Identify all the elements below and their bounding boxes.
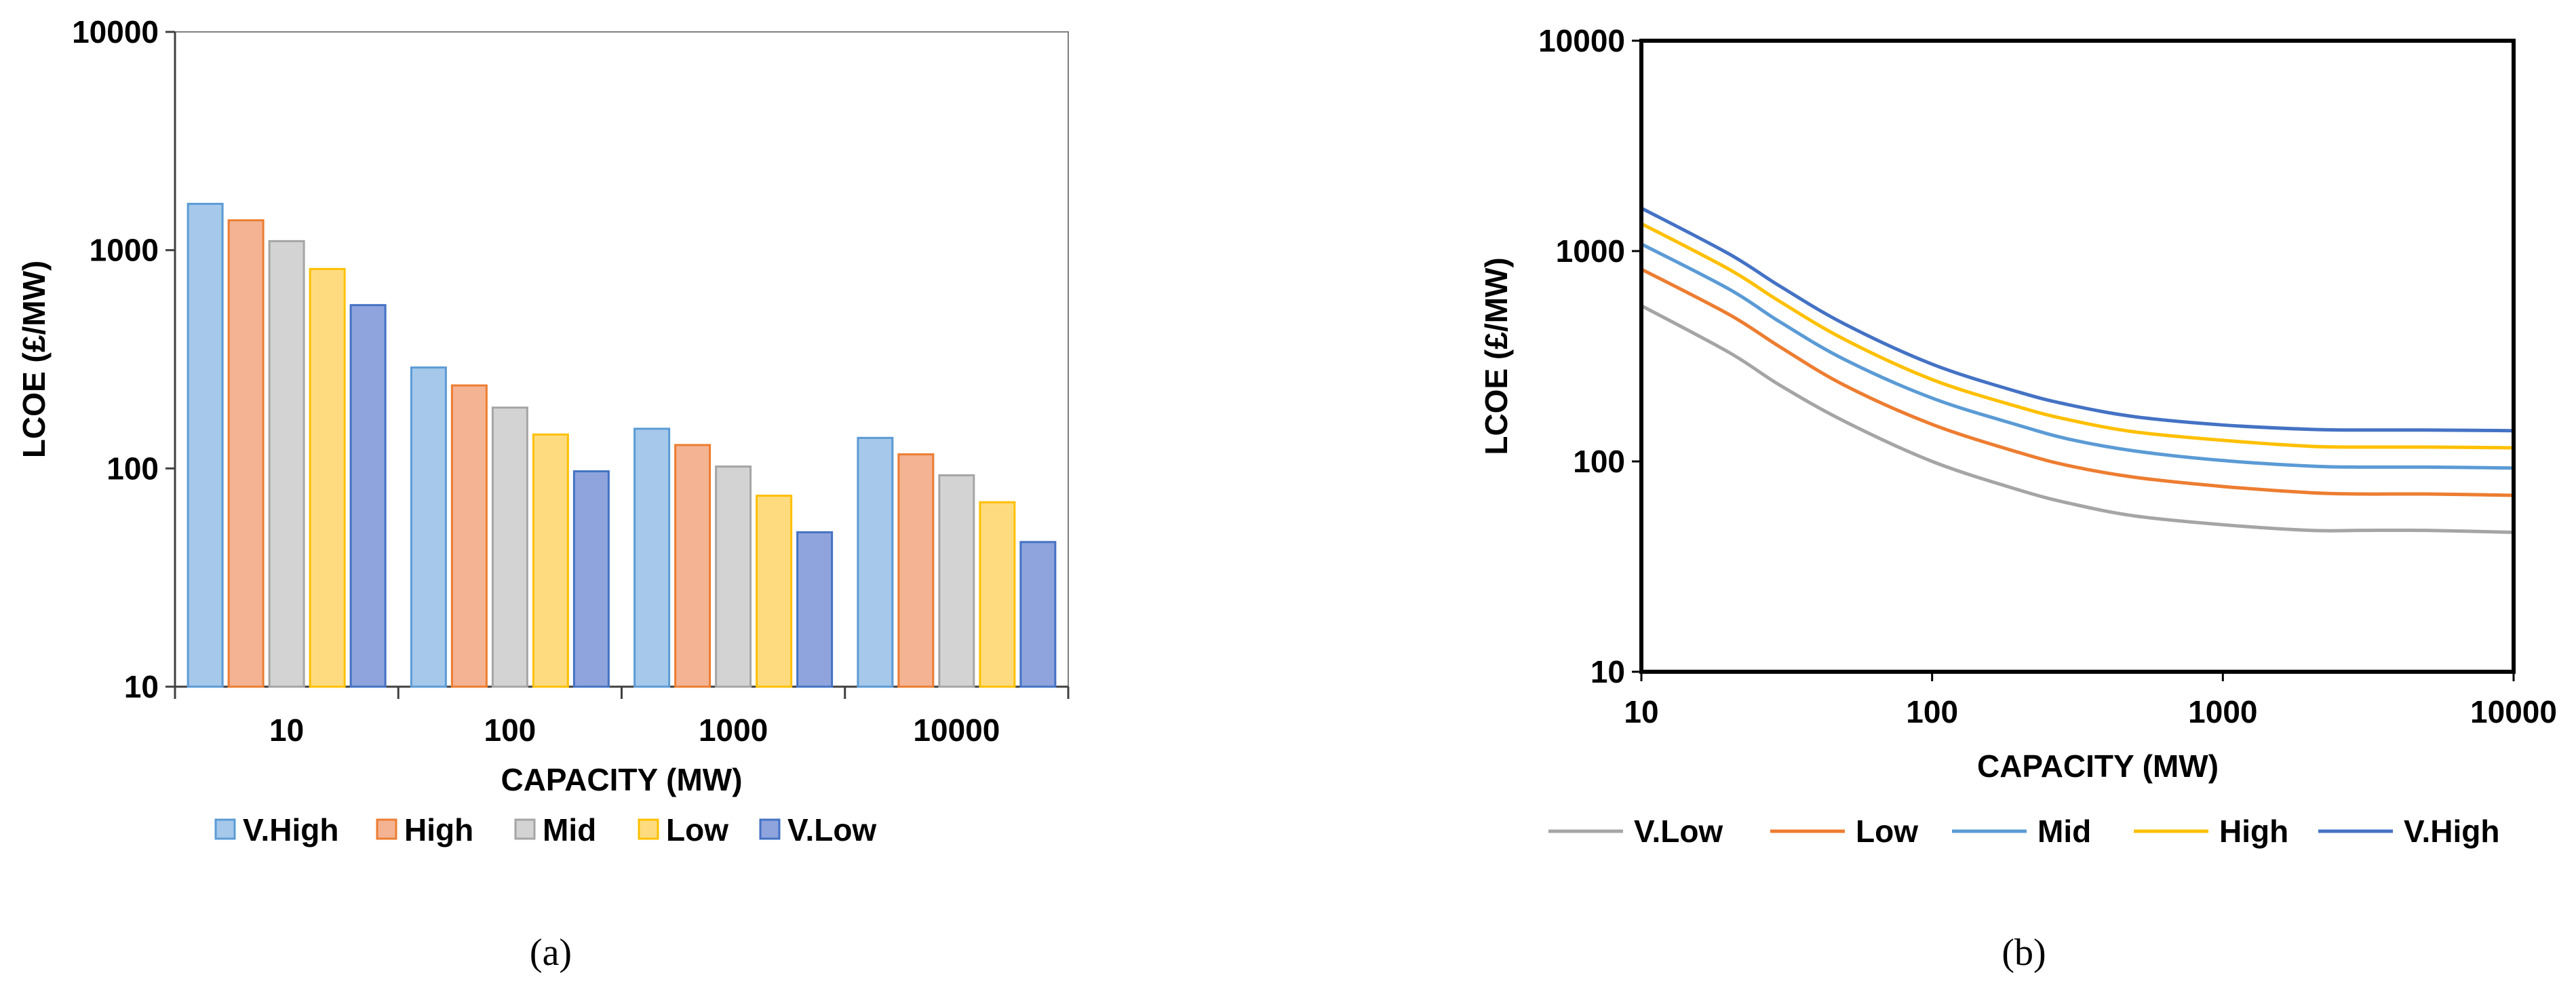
legend-label: Mid bbox=[543, 812, 596, 848]
bar bbox=[938, 474, 975, 688]
legend-label: Mid bbox=[2037, 814, 2091, 849]
legend-swatch bbox=[376, 818, 397, 840]
legend-item: Mid bbox=[514, 812, 596, 848]
bar bbox=[633, 427, 671, 688]
y-tick-label: 1000 bbox=[1556, 233, 1625, 269]
x-tick-label: 1000 bbox=[699, 712, 768, 748]
panel-caption: (b) bbox=[2002, 932, 2046, 974]
legend-label: Low bbox=[1856, 814, 1918, 849]
bar bbox=[756, 495, 793, 688]
legend-item: V.Low bbox=[1548, 814, 1723, 849]
plot-frame bbox=[1639, 39, 2516, 674]
bar bbox=[532, 433, 569, 688]
panel-caption: (a) bbox=[530, 932, 572, 974]
bar bbox=[227, 219, 265, 688]
legend-swatch bbox=[759, 818, 781, 840]
x-tick-label: 10 bbox=[1624, 694, 1658, 729]
legend-label: V.High bbox=[243, 812, 338, 848]
bar bbox=[349, 304, 387, 688]
bar bbox=[674, 444, 711, 688]
x-axis-label: CAPACITY (MW) bbox=[1977, 748, 2219, 784]
y-tick-label: 10 bbox=[1591, 654, 1625, 689]
series-line bbox=[1640, 267, 2514, 497]
series-line bbox=[1640, 222, 2514, 450]
x-tick-label: 10000 bbox=[2470, 694, 2557, 729]
x-tick-label: 10 bbox=[269, 712, 304, 748]
legend-item: V.High bbox=[2318, 814, 2499, 849]
y-tick-label: 100 bbox=[1573, 444, 1625, 479]
bar bbox=[796, 531, 834, 688]
legend-label: High bbox=[404, 812, 473, 848]
x-tick-label: 100 bbox=[484, 712, 536, 748]
plot-frame bbox=[174, 31, 1069, 687]
bar bbox=[715, 465, 752, 688]
bar bbox=[187, 202, 224, 688]
legend-swatch bbox=[214, 818, 236, 840]
bar bbox=[979, 501, 1016, 688]
legend-swatch bbox=[514, 818, 536, 840]
legend-label: Low bbox=[666, 812, 728, 848]
series-line bbox=[1640, 304, 2514, 535]
chart-b: 10 100 1000 10000 10 100 1000 10000 CAPACITY (MW… bbox=[1479, 23, 2557, 974]
series-line bbox=[1640, 242, 2514, 470]
legend-item: Low bbox=[1770, 814, 1918, 849]
y-tick-label: 10000 bbox=[1538, 23, 1625, 58]
x-tick-label: 1000 bbox=[2188, 694, 2257, 729]
legend: V.High High Mid Low V.Low bbox=[214, 812, 876, 848]
x-axis-label: CAPACITY (MW) bbox=[501, 762, 742, 797]
bar bbox=[450, 384, 488, 688]
legend-item: Low bbox=[638, 812, 728, 848]
y-axis-label: LCOE (£/MW) bbox=[16, 261, 52, 458]
y-tick-label: 1000 bbox=[90, 233, 159, 268]
x-tick-label: 100 bbox=[1906, 694, 1958, 729]
legend-label: V.Low bbox=[787, 812, 876, 848]
x-tick-label: 10000 bbox=[913, 712, 1000, 748]
bar bbox=[572, 470, 610, 688]
series-line bbox=[1640, 206, 2514, 433]
legend-item: V.High bbox=[214, 812, 338, 848]
bar bbox=[857, 436, 894, 688]
bar bbox=[309, 267, 346, 688]
bar bbox=[410, 366, 447, 688]
legend-item: High bbox=[2134, 814, 2288, 849]
bar bbox=[897, 453, 935, 688]
legend-item: High bbox=[376, 812, 473, 848]
legend-swatch bbox=[638, 818, 659, 840]
legend-item: V.Low bbox=[759, 812, 876, 848]
bar bbox=[268, 240, 305, 688]
legend-item: Mid bbox=[1952, 814, 2091, 849]
y-tick-label: 10 bbox=[124, 669, 159, 704]
legend-label: V.Low bbox=[1634, 814, 1723, 849]
legend-label: V.High bbox=[2404, 814, 2499, 849]
bar bbox=[1019, 541, 1057, 688]
chart-a: 10 100 1000 10000 10 100 1000 10000 CAPACITY (MW… bbox=[16, 14, 1070, 974]
bar bbox=[491, 406, 528, 688]
y-tick-label: 100 bbox=[106, 451, 159, 486]
legend-label: High bbox=[2219, 814, 2288, 849]
y-axis-label: LCOE (£/MW) bbox=[1479, 257, 1514, 455]
legend: V.Low Low Mid High V.High bbox=[1548, 814, 2499, 849]
y-tick-label: 10000 bbox=[72, 14, 159, 50]
